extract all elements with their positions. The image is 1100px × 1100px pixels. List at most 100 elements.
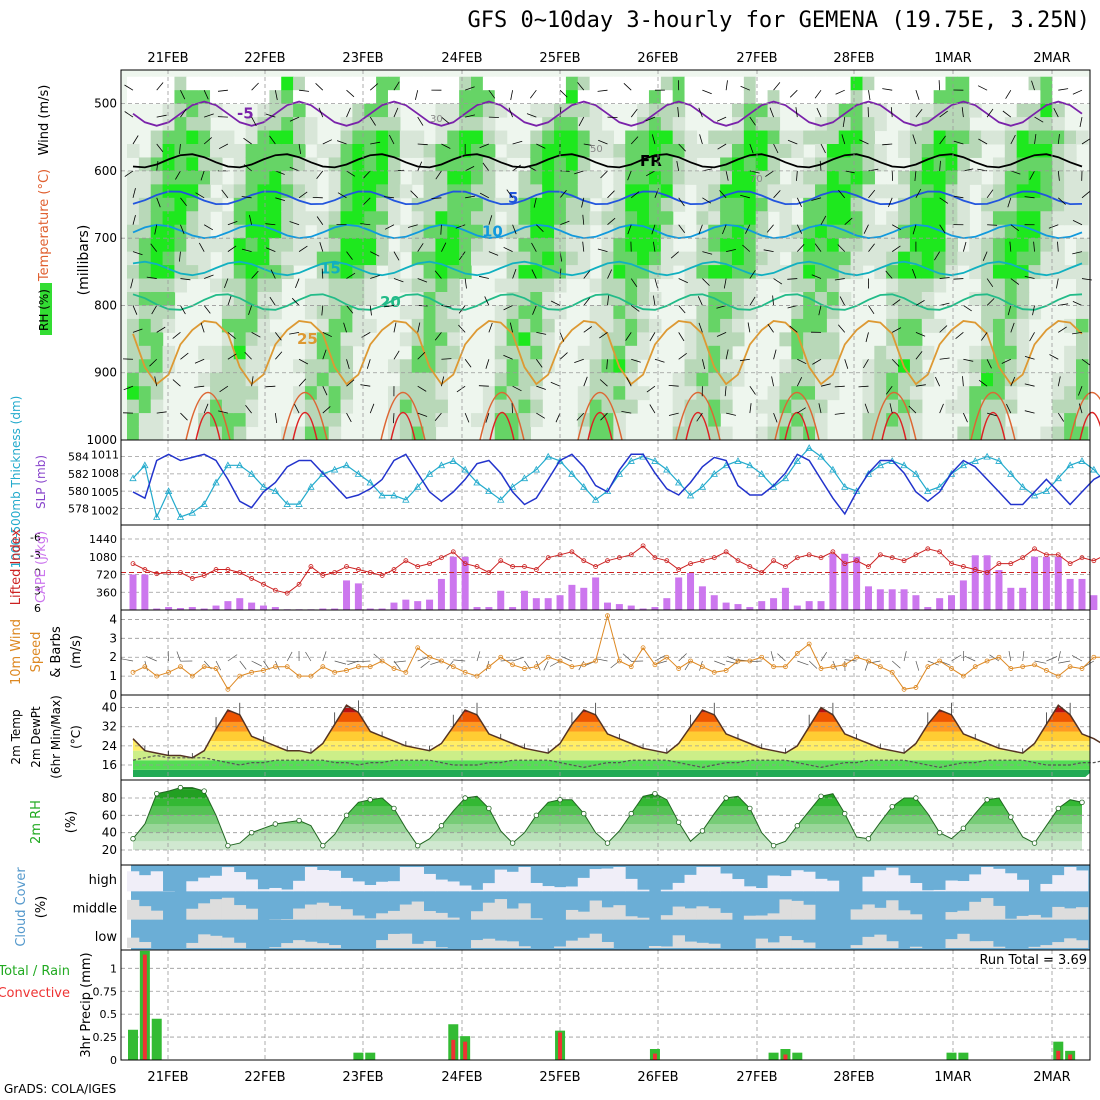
rh-point	[984, 797, 990, 803]
rh-cell	[364, 197, 377, 212]
rh-cell	[127, 318, 140, 333]
rh-cell	[530, 359, 543, 374]
wind10-point	[391, 666, 397, 671]
rh-cell	[542, 211, 555, 226]
wind10-point	[925, 664, 931, 670]
wind-barb	[747, 322, 751, 333]
cape-bar	[805, 601, 813, 610]
li-point	[213, 567, 219, 572]
rh-cell	[815, 117, 828, 132]
cloud-cell	[554, 946, 567, 948]
wind-barb	[203, 90, 209, 100]
cloud-cell	[957, 881, 970, 892]
li-point	[996, 561, 1002, 567]
rh-cell	[127, 372, 140, 387]
wind10-barb	[176, 651, 181, 662]
ylabel-temp-c: (6hr Min/Max)	[49, 695, 63, 779]
wind-barb	[203, 403, 209, 414]
rh-cell	[708, 372, 721, 387]
rh-cell	[352, 103, 365, 118]
rh-cell	[826, 292, 840, 306]
wind-barb	[816, 107, 822, 118]
wind-barb	[600, 170, 608, 179]
rh-cell	[708, 90, 721, 105]
rh-cell	[423, 144, 437, 158]
rh-cell	[162, 251, 176, 266]
wind10-barb	[927, 660, 939, 666]
wind-barb	[295, 278, 300, 289]
temperature-contour	[980, 411, 1006, 441]
thickness-point	[995, 457, 1003, 464]
wind-barb	[559, 189, 567, 199]
cloud-cell	[850, 945, 863, 948]
rh-cell	[815, 130, 828, 145]
cape-bar	[212, 605, 220, 610]
rh-cell	[1064, 426, 1077, 441]
ylabel-wind10-a: 10m Wind	[9, 619, 24, 685]
li-point	[225, 567, 231, 572]
rh-cell	[696, 413, 709, 428]
wind-barb	[702, 251, 713, 255]
rh-cell	[1016, 292, 1030, 306]
rh-cell	[269, 157, 282, 172]
rh-cell	[874, 184, 887, 199]
rh-cell	[554, 130, 567, 145]
rh-cell	[281, 130, 294, 145]
cloud-cell	[304, 904, 318, 920]
wind-barb	[527, 165, 537, 172]
cloud-cell	[589, 869, 602, 892]
wind-barb	[1006, 403, 1012, 414]
cape-bar	[509, 607, 517, 610]
wind-barb	[749, 116, 756, 126]
wind-barb	[510, 90, 513, 101]
rh-cell	[376, 130, 389, 145]
rh-cell	[162, 130, 176, 145]
rh-cell	[530, 399, 543, 414]
rh-cell	[1052, 144, 1065, 158]
rh-cell	[625, 372, 638, 387]
thickness-point	[781, 474, 790, 482]
rh-cell	[720, 130, 733, 145]
rh-cell	[506, 197, 520, 212]
rh-cell	[411, 90, 425, 105]
rh-cell	[921, 130, 935, 145]
rh-cell	[969, 359, 982, 374]
wind-barb	[156, 411, 167, 414]
rh-cell	[589, 372, 603, 387]
rh-cell	[328, 386, 342, 401]
rh-cell	[898, 345, 911, 360]
rh-cell	[174, 197, 187, 212]
wind10-point	[616, 658, 622, 664]
rh-cell	[921, 90, 935, 105]
wind-barb	[298, 143, 301, 154]
rh-cell	[233, 144, 247, 158]
wind-barb	[844, 217, 853, 226]
rh-cell	[471, 130, 484, 145]
run-total-label: Run Total = 3.69	[979, 953, 1087, 968]
cloud-cell	[376, 913, 389, 920]
wind-barb	[346, 251, 353, 260]
rh-cell	[767, 386, 781, 401]
rh-cell	[826, 332, 840, 347]
rh-cell	[304, 117, 318, 132]
wind-barb	[506, 189, 513, 199]
thickness-point	[271, 487, 280, 495]
rh-cell	[589, 184, 603, 199]
rh-cell	[898, 265, 911, 280]
rh-cell	[909, 211, 923, 226]
rh-cell	[909, 103, 923, 118]
cape-bar	[1031, 556, 1039, 610]
wind-barb	[812, 358, 822, 365]
wind-barb	[678, 332, 685, 342]
rh-cell	[340, 305, 354, 320]
wind-barb	[512, 268, 517, 279]
cape-bar	[366, 608, 374, 610]
rh-point	[272, 821, 279, 827]
wind-barb	[265, 223, 276, 226]
rh-cell	[269, 265, 282, 280]
wind10-point	[1055, 673, 1061, 679]
rh-cell	[672, 184, 686, 199]
rh-cell	[625, 345, 638, 360]
rh-point	[865, 836, 872, 842]
